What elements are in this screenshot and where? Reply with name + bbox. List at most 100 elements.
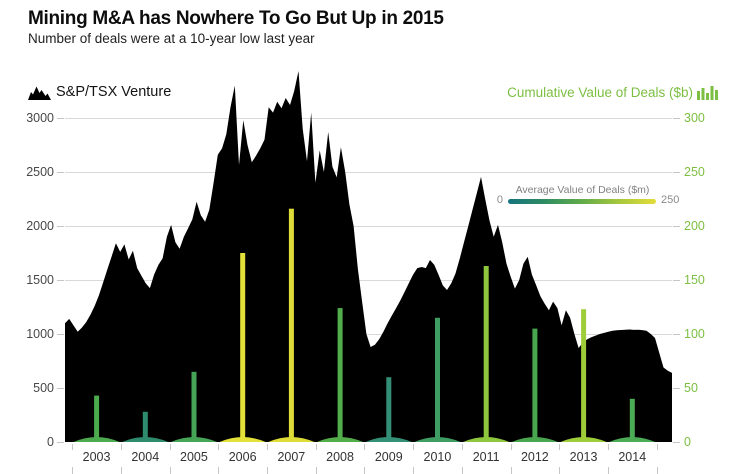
left-axis-tick: [57, 388, 64, 389]
x-axis-tick: [607, 444, 609, 450]
bar-flare-2012: [511, 437, 558, 442]
bar-2014: [629, 398, 635, 442]
x-axis-tick: [120, 444, 122, 450]
x-axis-tick-lower: [413, 467, 415, 474]
x-axis-tick: [559, 444, 561, 450]
right-axis-label-200: 200: [684, 219, 705, 233]
x-axis-tick-lower: [218, 467, 220, 474]
average-value-gradient-bar: [508, 199, 656, 204]
bar-flare-2008: [317, 437, 364, 442]
right-axis-tick: [673, 226, 680, 227]
bar-flare-2006: [219, 437, 266, 442]
bar-2010: [435, 317, 440, 442]
gradient-max-label: 250: [661, 194, 680, 206]
x-axis-tick-lower: [656, 467, 658, 474]
left-axis-label-1500: 1500: [26, 273, 54, 287]
average-value-legend-label: Average Value of Deals ($m): [515, 184, 650, 196]
x-axis-tick-lower: [169, 467, 171, 474]
grid-line-500: [65, 388, 672, 389]
chart-title: Mining M&A has Nowhere To Go But Up in 2…: [28, 8, 444, 29]
bar-flare-2011: [463, 437, 510, 442]
bar-2007: [288, 208, 294, 442]
x-axis-tick: [461, 444, 463, 450]
x-axis-tick-lower: [315, 467, 317, 474]
bar-2009: [386, 377, 392, 442]
year-label-2004: 2004: [131, 450, 160, 464]
bar-chart-icon: [697, 86, 718, 100]
right-axis-label-50: 50: [684, 381, 698, 395]
bar-flare-2003: [73, 437, 120, 442]
bar-flare-2004: [122, 437, 169, 442]
year-label-2013: 2013: [569, 450, 598, 464]
x-axis-tick: [315, 444, 317, 450]
x-axis-tick-lower: [559, 467, 561, 474]
left-axis-label-2000: 2000: [26, 219, 54, 233]
bar-2003: [94, 395, 100, 442]
right-axis-tick: [673, 388, 680, 389]
left-axis-label-0: 0: [47, 435, 54, 449]
bar-flare-2005: [170, 437, 217, 442]
x-axis-tick-lower: [510, 467, 512, 474]
x-axis-tick: [413, 444, 415, 450]
x-axis-tick: [510, 444, 512, 450]
grid-line-2000: [65, 226, 672, 227]
bar-2012: [532, 328, 538, 442]
left-axis-tick: [57, 442, 64, 443]
bar-2011: [483, 266, 489, 442]
grid-line-1000: [65, 334, 672, 335]
area-chart-icon: [28, 86, 51, 100]
year-label-2012: 2012: [520, 450, 549, 464]
left-axis-tick: [57, 280, 64, 281]
sp-tsx-venture-area: [65, 71, 672, 442]
bar-flare-2013: [560, 437, 607, 442]
year-label-2003: 2003: [82, 450, 111, 464]
year-label-2010: 2010: [423, 450, 452, 464]
left-axis-label-1000: 1000: [26, 327, 54, 341]
x-axis-tick: [364, 444, 366, 450]
right-axis-label-100: 100: [684, 327, 705, 341]
right-axis-label-250: 250: [684, 165, 705, 179]
right-axis-tick: [673, 442, 680, 443]
year-label-2008: 2008: [326, 450, 354, 464]
gradient-min-label: 0: [496, 194, 503, 206]
right-axis-tick: [673, 172, 680, 173]
bar-flare-2014: [609, 437, 656, 442]
x-axis-tick: [169, 444, 171, 450]
x-axis-tick-lower: [364, 467, 366, 474]
right-axis-tick: [673, 334, 680, 335]
left-axis-tick: [57, 172, 64, 173]
x-axis-tick: [218, 444, 220, 450]
right-axis-tick: [673, 118, 680, 119]
bar-flare-2007: [268, 437, 315, 442]
x-axis-tick: [72, 444, 74, 450]
left-axis-tick: [57, 118, 64, 119]
year-label-2007: 2007: [277, 450, 306, 464]
year-label-2011: 2011: [472, 450, 500, 464]
x-axis-tick: [267, 444, 268, 450]
year-label-2005: 2005: [180, 450, 208, 464]
right-axis-label-150: 150: [684, 273, 705, 287]
x-axis-tick-lower: [72, 467, 74, 474]
left-axis-label-3000: 3000: [26, 111, 54, 125]
chart-subtitle: Number of deals were at a 10-year low la…: [28, 31, 315, 46]
right-axis-label-0: 0: [684, 435, 691, 449]
x-axis-tick-lower: [267, 467, 268, 474]
right-axis-label-300: 300: [684, 111, 705, 125]
left-axis-label-2500: 2500: [26, 165, 54, 179]
right-axis-tick: [673, 280, 680, 281]
year-label-2014: 2014: [618, 450, 647, 464]
x-axis-tick: [656, 444, 658, 450]
bar-flare-2009: [365, 437, 412, 442]
bar-2008: [337, 308, 343, 442]
grid-line-2500: [65, 172, 672, 173]
x-axis-tick-lower: [461, 467, 463, 474]
left-axis-tick: [57, 226, 64, 227]
left-axis-label-500: 500: [33, 381, 54, 395]
year-label-2009: 2009: [374, 450, 403, 464]
bar-flare-2010: [414, 437, 461, 442]
grid-line-1500: [65, 280, 672, 281]
x-axis-tick-lower: [607, 467, 609, 474]
x-axis-tick-lower: [120, 467, 122, 474]
